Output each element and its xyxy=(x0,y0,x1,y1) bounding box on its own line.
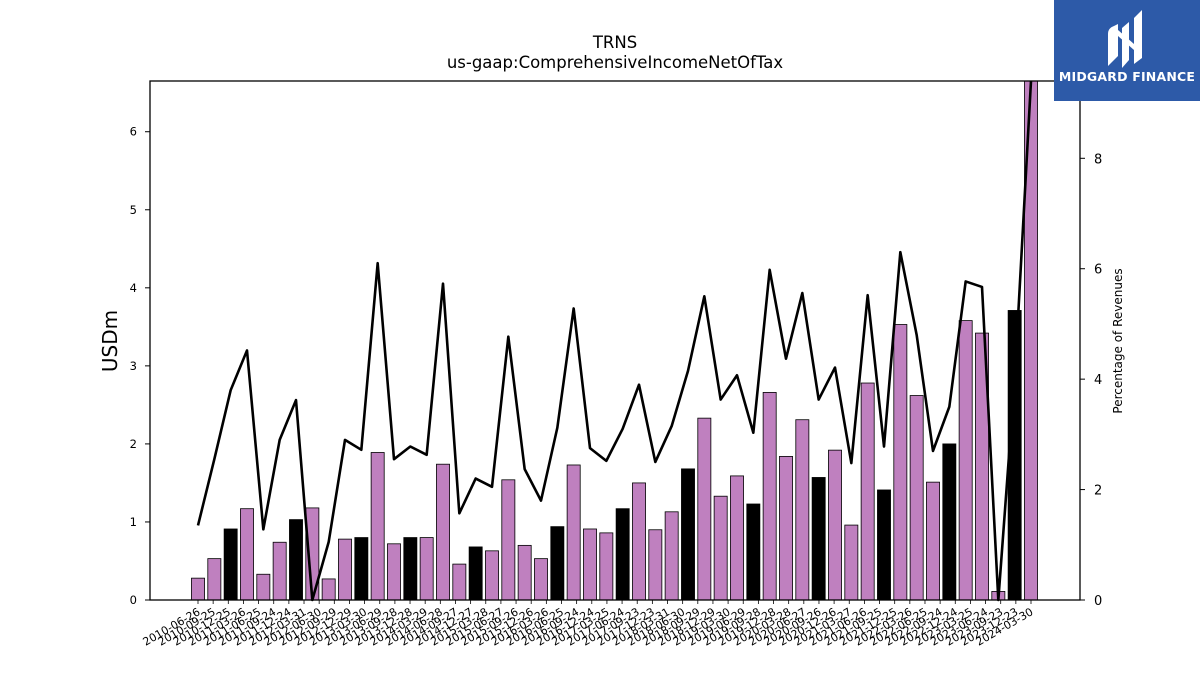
bar xyxy=(713,495,728,601)
bar xyxy=(860,382,875,601)
bar xyxy=(501,479,516,601)
bar xyxy=(828,449,842,601)
bar xyxy=(746,503,761,601)
y2-axis-label: Percentage of Revenues xyxy=(1111,268,1125,413)
bar xyxy=(942,443,957,601)
bar xyxy=(697,417,712,601)
midgard-logo-icon xyxy=(1108,10,1142,68)
bar xyxy=(877,489,891,601)
bar xyxy=(811,477,826,601)
bar xyxy=(893,324,908,601)
bar xyxy=(191,577,205,601)
y-axis-label: USDm xyxy=(98,310,122,372)
y2-tick-label: 8 xyxy=(1094,152,1102,167)
bar xyxy=(485,550,499,601)
y2-tick-label: 2 xyxy=(1094,484,1102,499)
bar xyxy=(387,543,401,601)
series-line xyxy=(196,80,1033,602)
y-tick-label: 0 xyxy=(130,593,137,607)
bar xyxy=(321,578,336,601)
bar xyxy=(370,452,385,601)
bar xyxy=(517,544,532,601)
bar xyxy=(844,524,859,601)
bar xyxy=(648,529,663,601)
plot-frame xyxy=(149,80,1081,601)
bars-group xyxy=(191,80,1038,601)
bar xyxy=(795,419,810,601)
y-tick-label: 2 xyxy=(130,437,137,451)
bar xyxy=(452,563,467,601)
logo-text: MIDGARD FINANCE xyxy=(1058,69,1196,84)
bar xyxy=(779,455,793,601)
axes-group: 0 1 2 3 4 5 6 0 2 4 6 8 xyxy=(130,80,1102,609)
bar xyxy=(909,395,924,601)
y-tick-label: 6 xyxy=(130,125,137,139)
bar xyxy=(926,481,940,601)
bar xyxy=(468,546,483,601)
bar xyxy=(730,475,744,601)
bar xyxy=(550,526,565,601)
bar xyxy=(681,468,695,601)
line-group xyxy=(196,80,1033,602)
brand-logo: MIDGARD FINANCE xyxy=(1054,0,1200,101)
x-tick-labels: 2010-06-262010-09-252010-12-252011-03-26… xyxy=(141,600,1036,649)
bar xyxy=(240,508,254,601)
bar xyxy=(762,391,777,601)
y-tick-label: 1 xyxy=(130,515,137,529)
bar xyxy=(403,537,418,601)
bar xyxy=(272,541,287,601)
bar xyxy=(534,558,548,601)
y-tick-label: 4 xyxy=(130,281,137,295)
bar xyxy=(436,463,450,601)
bar xyxy=(419,537,434,601)
bar xyxy=(289,519,303,601)
bar xyxy=(615,508,630,601)
bar xyxy=(958,320,973,601)
bar xyxy=(354,537,369,601)
bar xyxy=(223,528,238,601)
y2-tick-label: 0 xyxy=(1094,594,1102,609)
bar xyxy=(664,511,679,601)
y-tick-label: 5 xyxy=(130,203,137,217)
y2-tick-label: 6 xyxy=(1094,263,1102,278)
bar xyxy=(207,558,222,601)
bar xyxy=(566,464,581,601)
bar xyxy=(338,538,352,601)
bar xyxy=(583,528,597,601)
bar xyxy=(256,573,271,601)
bar xyxy=(632,482,646,601)
y-tick-label: 3 xyxy=(130,359,137,373)
y2-tick-label: 4 xyxy=(1094,373,1102,388)
chart-subtitle: us-gaap:ComprehensiveIncomeNetOfTax xyxy=(447,53,784,72)
bar xyxy=(599,532,614,601)
chart-title: TRNS xyxy=(592,33,637,52)
